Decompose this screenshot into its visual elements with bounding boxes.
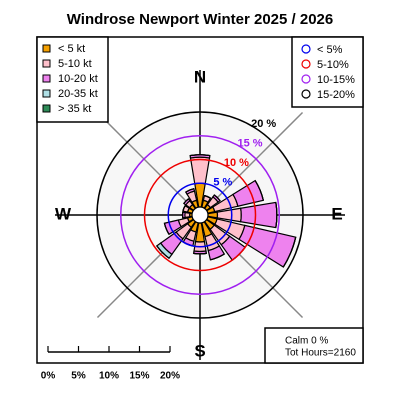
speed-legend-label: < 5 kt [58,43,85,55]
calm-label: Calm 0 % [285,336,328,347]
ring-label: 10 % [224,157,249,169]
ring-legend-label: 5-10% [317,59,349,71]
ring-legend-label: < 5% [317,44,343,56]
speed-legend-label: 20-35 kt [58,88,98,100]
center [192,207,208,223]
speed-legend-swatch [43,105,50,112]
scale-tick-label: 20% [160,371,180,382]
speed-legend-swatch [43,90,50,97]
ring-legend-label: 10-15% [317,74,355,86]
scale-tick-label: 5% [71,371,86,382]
ring-label: 15 % [238,137,263,149]
direction-label: E [331,204,342,223]
ring-label: 20 % [251,118,276,130]
direction-label: W [55,204,72,223]
speed-legend-swatch [43,75,50,82]
speed-legend-swatch [43,60,50,67]
scale-tick-label: 15% [129,371,149,382]
hours-label: Tot Hours=2160 [285,348,356,359]
ring-label: 5 % [213,176,232,188]
speed-legend-label: 5-10 kt [58,58,92,70]
scale-tick-label: 10% [99,371,119,382]
wedge [194,253,207,254]
scale-tick-label: 0% [41,371,56,382]
speed-legend-label: > 35 kt [58,103,91,115]
speed-legend-swatch [43,45,50,52]
direction-label: N [194,67,206,86]
chart-title: Windrose Newport Winter 2025 / 2026 [67,11,333,28]
ring-legend-label: 15-20% [317,89,355,101]
speed-legend-label: 10-20 kt [58,73,98,85]
wedge [185,213,190,218]
direction-label: S [194,341,205,360]
